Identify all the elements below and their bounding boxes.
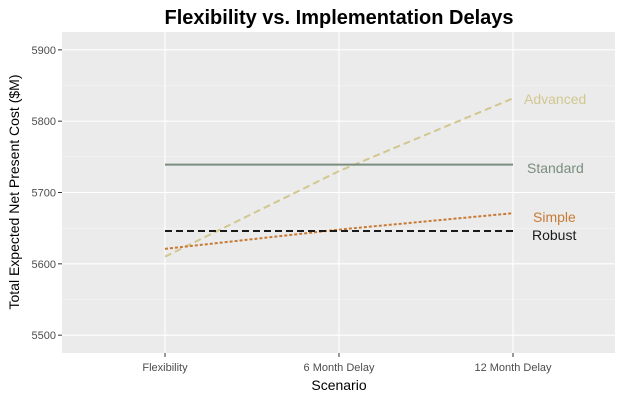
y-tick-label: 5700 [32,188,56,200]
series-line-advanced [164,97,514,258]
y-axis: 5500 5600 5700 5800 5900 [32,45,62,342]
x-axis-title: Scenario [311,377,366,393]
x-axis: Flexibility 6 Month Delay 12 Month Delay [142,353,552,374]
y-tick-label: 5900 [32,45,56,57]
x-tick-label: 6 Month Delay [304,362,375,374]
series-label-simple: Simple [533,209,576,225]
grid [62,32,615,353]
chart-title: Flexibility vs. Implementation Delays [164,7,513,29]
series-lines [164,97,514,258]
y-tick-label: 5500 [32,330,56,342]
series-label-advanced: Advanced [524,91,586,107]
x-tick-label: 12 Month Delay [474,362,552,374]
series-label-standard: Standard [527,160,584,176]
x-tick-label: Flexibility [142,362,188,374]
series-line-simple [164,212,514,250]
y-tick-label: 5600 [32,259,56,271]
series-label-robust: Robust [532,227,576,243]
y-axis-title: Total Expected Net Present Cost ($M) [6,75,22,310]
y-tick-label: 5800 [32,116,56,128]
series-labels: Advanced Standard Simple Robust [524,91,586,243]
